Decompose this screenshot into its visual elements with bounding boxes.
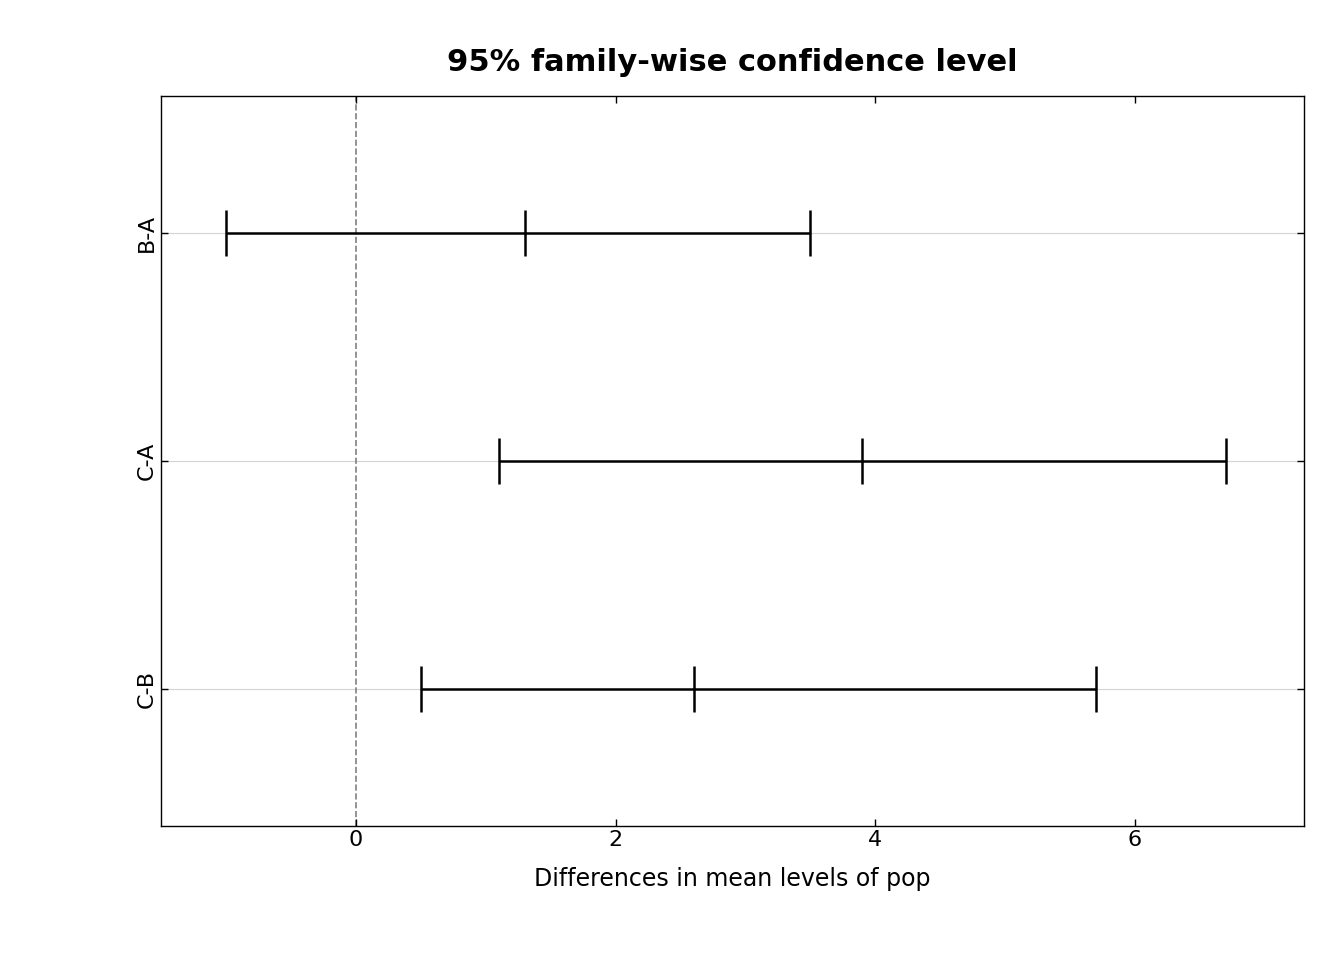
X-axis label: Differences in mean levels of pop: Differences in mean levels of pop [534,867,931,891]
Title: 95% family-wise confidence level: 95% family-wise confidence level [448,48,1017,77]
